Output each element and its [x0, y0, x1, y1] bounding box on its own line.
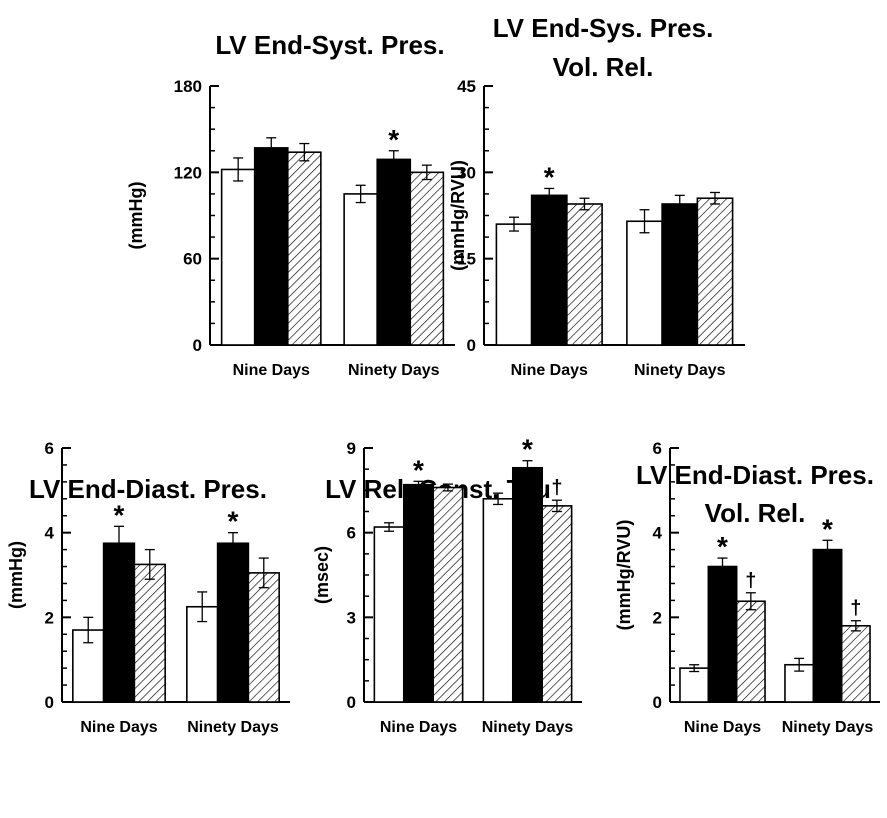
bar-hatched: [696, 197, 734, 346]
y-tick-label: 0: [193, 336, 202, 355]
y-tick-label: 2: [45, 608, 54, 627]
x-category-label: Nine Days: [511, 362, 588, 379]
y-tick-label: 30: [457, 163, 476, 182]
x-category-label: Ninety Days: [482, 719, 574, 736]
chart-title: LV End-Syst. Pres.: [215, 30, 444, 60]
bar-solid: [707, 565, 738, 703]
chart-title: LV End-Sys. Pres.: [493, 13, 714, 43]
significance-marker: *: [388, 124, 399, 155]
bar-open: [495, 223, 533, 346]
bar-solid: [661, 203, 699, 346]
x-category-label: Nine Days: [684, 719, 761, 736]
bar-open: [220, 168, 256, 346]
y-tick-label: 2: [653, 608, 662, 627]
bar-hatched: [409, 171, 445, 346]
y-tick-label: 0: [467, 336, 476, 355]
significance-marker: *: [717, 531, 728, 562]
chart-title: Vol. Rel.: [553, 52, 654, 82]
y-tick-label: 6: [45, 439, 54, 458]
chart-title: LV End-Diast. Pres.: [29, 474, 267, 504]
y-tick-label: 60: [183, 250, 202, 269]
y-axis-label: (mmHg/RVU): [614, 520, 634, 631]
y-axis-label: (mmHg): [126, 182, 146, 250]
bar-hatched: [541, 505, 573, 703]
x-category-label: Ninety Days: [348, 362, 440, 379]
x-category-label: Nine Days: [233, 362, 310, 379]
y-tick-label: 6: [653, 439, 662, 458]
significance-marker: †: [551, 477, 562, 499]
y-tick-label: 4: [653, 524, 663, 543]
bar-open: [373, 526, 405, 703]
y-tick-label: 45: [457, 77, 476, 96]
chart-panel-5: LV End-Diast. Pres. Vol. Rel. (mmHg/RVU) 0 2…: [614, 439, 880, 736]
chart-panel-2: LV End-Sys. Pres. Vol. Rel. (mmHg/RVU) 0 15 3…: [448, 13, 745, 379]
bar-solid: [530, 194, 568, 346]
y-tick-label: 15: [457, 250, 476, 269]
significance-marker: *: [114, 499, 125, 530]
bar-hatched: [286, 151, 322, 346]
significance-marker: *: [228, 506, 239, 537]
y-axis-label: (msec): [312, 546, 332, 604]
y-tick-label: 120: [174, 163, 202, 182]
bar-open: [186, 605, 219, 703]
bar-solid: [402, 483, 435, 703]
bar-solid: [216, 542, 250, 703]
y-axis-label: (mmHg/RVU): [448, 160, 468, 271]
x-category-label: Ninety Days: [187, 719, 279, 736]
bar-hatched: [840, 624, 871, 703]
bar-solid: [253, 147, 289, 346]
x-category-label: Ninety Days: [782, 719, 874, 736]
bar-hatched: [247, 572, 280, 703]
significance-marker: *: [544, 161, 555, 192]
chart-panel-3: LV End-Diast. Pres. (mmHg) 0 2 4 6 Nine Days Ni…: [6, 439, 290, 736]
bar-open: [482, 497, 514, 703]
y-tick-label: 4: [45, 524, 55, 543]
significance-marker: †: [850, 598, 861, 620]
significance-marker: *: [822, 513, 833, 544]
y-tick-label: 6: [347, 524, 356, 543]
bar-open: [343, 193, 379, 346]
y-tick-label: 180: [174, 77, 202, 96]
y-tick-label: 3: [347, 608, 356, 627]
bar-open: [626, 220, 663, 346]
bar-hatched: [735, 600, 766, 703]
chart-panel-1: LV End-Syst. Pres. (mmHg) 0 60 120 180 Nine Da…: [126, 30, 455, 379]
x-category-label: Nine Days: [380, 719, 457, 736]
bar-open: [679, 667, 710, 703]
significance-marker: *: [413, 454, 424, 485]
y-tick-label: 9: [347, 439, 356, 458]
bar-hatched: [133, 563, 166, 703]
x-category-label: Nine Days: [80, 719, 157, 736]
y-axis-label: (mmHg): [6, 541, 26, 609]
bar-solid: [102, 542, 136, 703]
significance-marker: †: [745, 570, 756, 592]
y-tick-label: 0: [45, 693, 54, 712]
bar-hatched: [566, 203, 603, 346]
bar-solid: [376, 158, 412, 346]
significance-marker: *: [522, 434, 533, 465]
y-tick-label: 0: [347, 693, 356, 712]
chart-title: LV End-Diast. Pres.: [636, 460, 874, 490]
x-category-label: Ninety Days: [634, 362, 726, 379]
chart-title: Vol. Rel.: [705, 498, 806, 528]
bar-solid: [812, 548, 843, 703]
bar-hatched: [432, 486, 464, 703]
y-tick-label: 0: [653, 693, 662, 712]
bar-solid: [511, 466, 544, 703]
